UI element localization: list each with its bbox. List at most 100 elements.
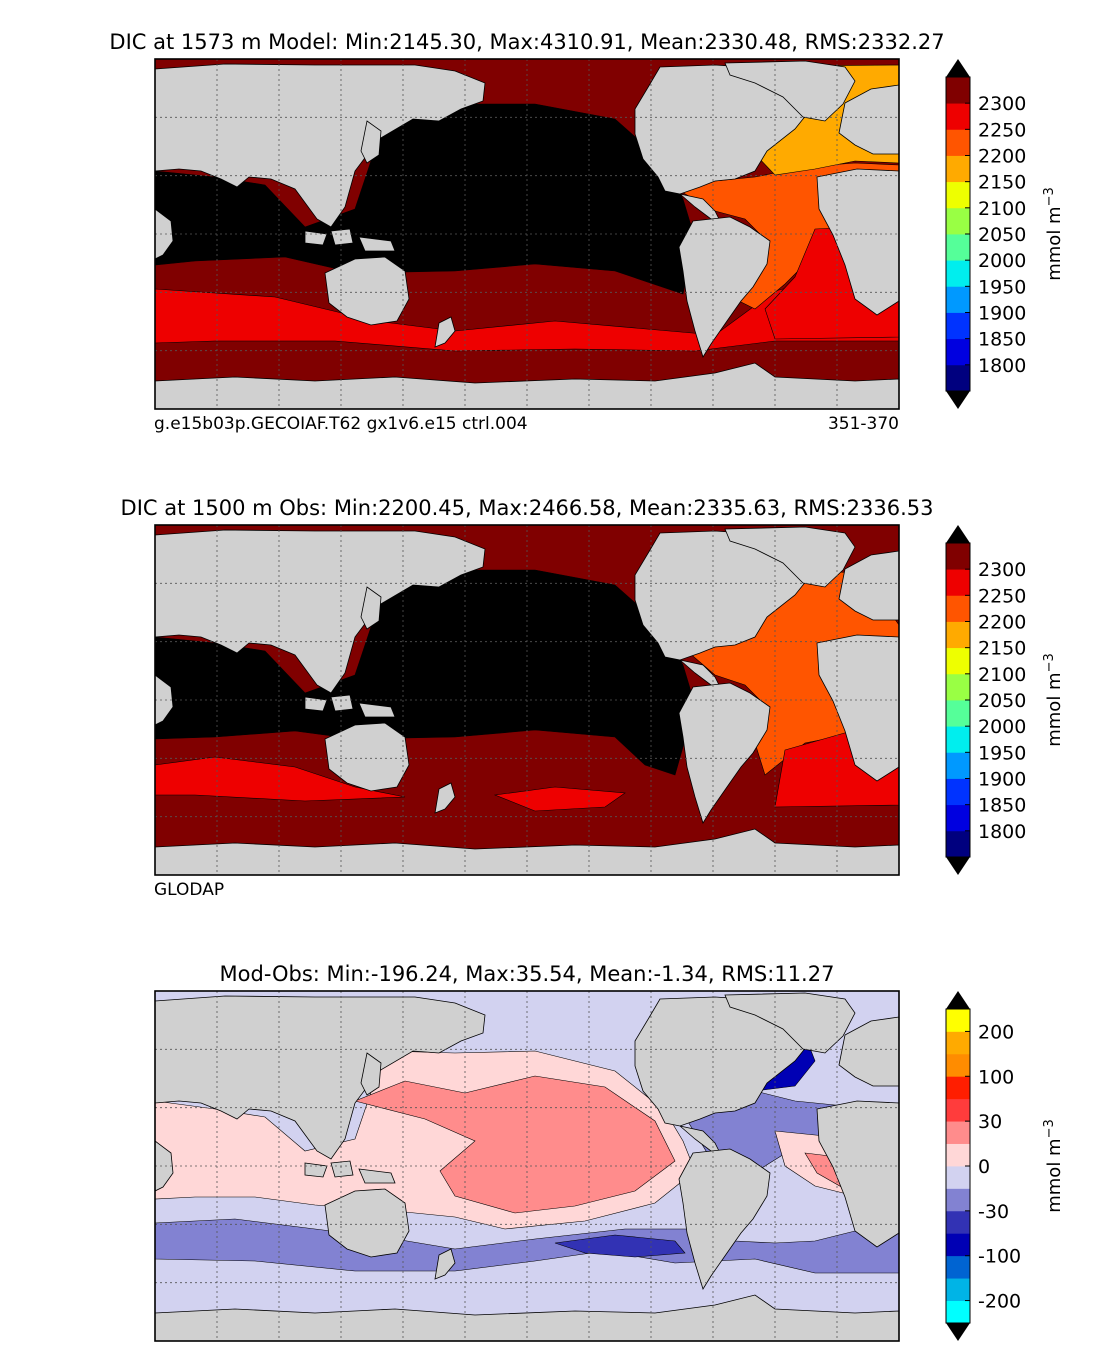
colorbar-segment [946, 1076, 970, 1100]
colorbar: -200 -100 -30 0 30 100 200 mmol m−3 [945, 991, 1065, 1341]
colorbar-tick-label: 2050 [978, 224, 1026, 246]
colorbar-tick-label: 1850 [978, 329, 1026, 351]
panel-obs: DIC at 1500 m Obs: Min:2200.45, Max:2466… [121, 496, 1065, 900]
colorbar-segment [946, 1031, 970, 1055]
colorbar-tick-label: 100 [978, 1066, 1014, 1088]
colorbar-segment [946, 1009, 970, 1032]
colorbar-tick-label: 1800 [978, 355, 1026, 377]
colorbar-tick-label: 2100 [978, 198, 1026, 220]
colorbar: 1800 1850 1900 1950 2000 2050 2100 2150 2200 2250… [945, 59, 1065, 409]
colorbar-tick-label: 2050 [978, 690, 1026, 712]
panel-title: Mod-Obs: Min:-196.24, Max:35.54, Mean:-1… [220, 962, 835, 986]
map-frame [154, 524, 900, 876]
map-frame [154, 990, 900, 1342]
colorbar-tick-label: 1800 [978, 821, 1026, 843]
colorbar-tick-label: -100 [978, 1246, 1021, 1268]
colorbar-extend-top [946, 59, 970, 77]
colorbar-segment [946, 595, 970, 622]
map [154, 990, 900, 1342]
colorbar-segment [946, 234, 970, 261]
colorbar-segment [946, 1166, 970, 1189]
colorbar-tick-label: 2250 [978, 119, 1026, 141]
colorbar-segment [946, 77, 970, 104]
colorbar-segment [946, 1300, 970, 1324]
panel-title: DIC at 1573 m Model: Min:2145.30, Max:43… [109, 30, 944, 54]
colorbar-tick-label: 1900 [978, 303, 1026, 325]
colorbar-segment [946, 286, 970, 313]
colorbar-segment [946, 1278, 970, 1301]
colorbar-segment [946, 1143, 970, 1167]
colorbar-segment [946, 647, 970, 675]
colorbar-tick-label: 2300 [978, 93, 1026, 115]
colorbar-segment [946, 1255, 970, 1279]
colorbar-segment [946, 1233, 970, 1257]
map-frame [154, 58, 900, 410]
colorbar-label: mmol m−3 [1042, 187, 1065, 281]
colorbar-tick-label: 30 [978, 1111, 1002, 1133]
colorbar-segment [946, 1188, 970, 1212]
colorbar-tick-label: 2000 [978, 716, 1026, 738]
colorbar-segment [946, 752, 970, 779]
colorbar-segment [946, 312, 970, 340]
colorbar-segment [946, 569, 970, 596]
colorbar-segment [946, 778, 970, 806]
colorbar-extend-bottom [946, 857, 970, 875]
caption-left: GLODAP [154, 880, 224, 900]
colorbar-segment [946, 207, 970, 235]
colorbar-segment [946, 726, 970, 753]
colorbar-tick-label: 2150 [978, 638, 1026, 660]
colorbar-tick-label: -30 [978, 1201, 1009, 1223]
colorbar-tick-label: 1950 [978, 276, 1026, 298]
caption-right: 351-370 [828, 414, 899, 434]
south-pacific-negative [554, 1234, 686, 1258]
colorbar-segment [946, 364, 970, 392]
panel-model: DIC at 1573 m Model: Min:2145.30, Max:43… [109, 30, 1065, 434]
colorbar-extend-bottom [946, 1323, 970, 1341]
colorbar-tick-label: 200 [978, 1021, 1014, 1043]
map-gridlines [155, 59, 899, 409]
colorbar-extend-bottom [946, 391, 970, 409]
colorbar-tick-label: 1850 [978, 795, 1026, 817]
map-gridlines [155, 525, 899, 875]
colorbar-tick-label: 2200 [978, 146, 1026, 168]
colorbar-segment [946, 1121, 970, 1144]
colorbar-tick-label: 2300 [978, 559, 1026, 581]
colorbar-label: mmol m−3 [1042, 653, 1065, 747]
colorbar-segment [946, 1210, 970, 1234]
colorbar-extend-top [946, 991, 970, 1009]
map [154, 58, 900, 410]
tropical-pacific-positive [354, 1075, 676, 1214]
colorbar-extend-top [946, 525, 970, 543]
colorbar-tick-label: -200 [978, 1291, 1021, 1313]
colorbar-segment [946, 543, 970, 570]
colorbar-segment [946, 260, 970, 287]
colorbar-label: mmol m−3 [1042, 1119, 1065, 1213]
colorbar-segment [946, 621, 970, 649]
colorbar: 1800 1850 1900 1950 2000 2050 2100 2150 2200 2250… [945, 525, 1065, 875]
colorbar-segment [946, 338, 970, 366]
colorbar-tick-label: 2250 [978, 585, 1026, 607]
colorbar-segment [946, 804, 970, 832]
colorbar-tick-label: 2200 [978, 612, 1026, 634]
colorbar-tick-label: 1900 [978, 769, 1026, 791]
colorbar-segment [946, 830, 970, 858]
colorbar-segment [946, 129, 970, 156]
colorbar-segment [946, 103, 970, 130]
caption-left: g.e15b03p.GECOIAF.T62 gx1v6.e15 ctrl.004 [154, 414, 528, 434]
colorbar-segment [946, 673, 970, 701]
colorbar-tick-label: 1950 [978, 742, 1026, 764]
pacific-southern-patch [493, 786, 626, 812]
colorbar-tick-label: 2150 [978, 172, 1026, 194]
colorbar-tick-label: 0 [978, 1156, 990, 1178]
colorbar-segment [946, 700, 970, 727]
colorbar-segment [946, 155, 970, 183]
colorbar-segment [946, 1053, 970, 1077]
panel-diff: Mod-Obs: Min:-196.24, Max:35.54, Mean:-1… [154, 962, 1065, 1342]
indian-southern-band [154, 756, 406, 802]
map [154, 524, 900, 876]
map-gridlines [155, 991, 899, 1341]
colorbar-tick-label: 2100 [978, 664, 1026, 686]
colorbar-segment [946, 181, 970, 209]
colorbar-tick-label: 2000 [978, 250, 1026, 272]
